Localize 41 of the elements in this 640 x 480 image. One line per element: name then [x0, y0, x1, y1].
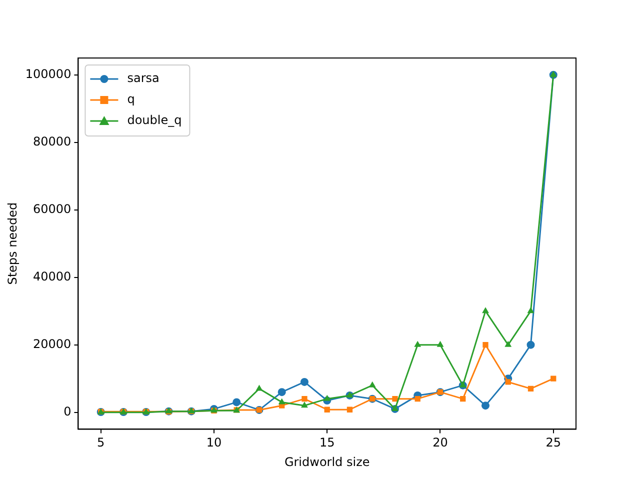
point: [527, 307, 534, 314]
x-tick-label: 25: [546, 436, 562, 450]
point: [505, 379, 511, 385]
x-tick-label: 15: [319, 436, 335, 450]
point: [528, 386, 534, 392]
y-axis-title: Steps needed: [5, 202, 20, 285]
point: [414, 340, 422, 347]
x-axis-title: Gridworld size: [284, 454, 370, 469]
y-tick-label: 60000: [33, 202, 72, 216]
point: [550, 376, 556, 382]
point: [481, 402, 490, 410]
y-tick-label: 80000: [33, 134, 72, 148]
point: [278, 398, 286, 404]
legend-label: q: [127, 92, 135, 106]
point: [482, 342, 488, 348]
point: [324, 394, 331, 401]
point: [436, 340, 444, 347]
point: [346, 406, 353, 412]
y-tick-label: 40000: [33, 269, 72, 284]
point: [324, 406, 330, 412]
point: [414, 396, 420, 402]
point: [482, 307, 489, 314]
x-tick-label: 5: [97, 436, 105, 450]
y-tick-label: 100000: [25, 67, 72, 81]
point: [392, 396, 398, 402]
point: [301, 402, 308, 408]
point: [300, 378, 308, 386]
y-tick-label: 0: [64, 404, 72, 418]
point: [278, 388, 286, 396]
y-tick-label: 20000: [33, 336, 72, 351]
point: [504, 340, 512, 347]
point: [460, 396, 466, 402]
x-tick-label: 20: [432, 436, 448, 450]
x-tick-label: 10: [206, 436, 222, 450]
legend-label: sarsa: [127, 71, 160, 86]
legend-label: double_q: [127, 113, 182, 128]
point: [526, 340, 535, 349]
point: [368, 381, 376, 388]
point: [302, 396, 308, 402]
point: [256, 384, 263, 391]
point: [232, 398, 241, 406]
